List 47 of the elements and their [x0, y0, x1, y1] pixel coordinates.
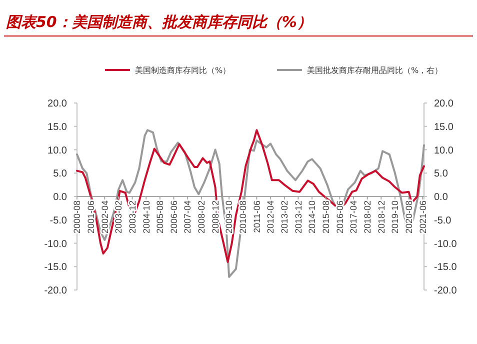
x-tick-label: 2002-04 [100, 200, 110, 234]
x-tick-label: 2006-06 [168, 200, 179, 234]
x-tick-label: 2021-06 [418, 200, 428, 234]
x-tick-label: 2007-04 [182, 200, 193, 234]
x-tick-label: 2008-02 [196, 200, 207, 234]
legend-label: 美国批发商库存耐用品同比（%，右） [307, 66, 443, 75]
x-tick-label: 2016-06 [334, 200, 345, 234]
x-tick-label: 2019-10 [390, 200, 400, 234]
y-tick-label: -5.0 [50, 215, 68, 226]
x-tick-label: 2009-10 [224, 200, 234, 234]
x-tick-label: 2001-06 [86, 200, 96, 234]
x-tick-label: 2003-02 [114, 200, 124, 234]
x-tick-label: 2018-12 [376, 200, 386, 234]
x-tick-label: 2005-08 [155, 200, 166, 234]
x-tick-label: 2008-12 [210, 200, 220, 234]
x-tick-label: 2011-06 [252, 200, 262, 233]
x-tick-label: 2010-08 [238, 200, 248, 234]
y-tick-label: -10.0 [44, 238, 68, 250]
y-tick-label: -20.0 [44, 286, 68, 296]
x-tick-label: 2003-12 [127, 200, 138, 234]
y-tick-label: 5.0 [53, 168, 68, 180]
y2-tick-label: -20.0 [434, 286, 458, 296]
y2-tick-label: 20.0 [434, 98, 454, 110]
y2-tick-label: 5.0 [434, 168, 448, 180]
x-tick-label: 2012-04 [266, 200, 276, 234]
x-tick-label: 2018-02 [362, 200, 373, 234]
y2-tick-label: -10.0 [434, 238, 458, 250]
y-tick-label: 20.0 [48, 98, 68, 110]
y2-tick-label: 15.0 [434, 122, 454, 133]
y2-tick-label: 10.0 [434, 145, 454, 156]
x-tick-label: 2013-02 [280, 200, 290, 234]
y-tick-label: -15.0 [44, 262, 68, 274]
y2-tick-label: -5.0 [434, 215, 452, 226]
x-tick-label: 2015-08 [320, 200, 331, 234]
x-tick-label: 2013-12 [293, 200, 304, 234]
x-tick-label: 2017-04 [348, 200, 359, 234]
chart-title: 图表50：美国制造商、批发商库存同比（%） [6, 13, 312, 31]
x-tick-label: 2014-10 [307, 200, 318, 234]
legend-label: 美国制造商库存同比（%） [135, 66, 231, 75]
y2-tick-label: -15.0 [434, 262, 458, 274]
x-tick-label: 2004-10 [141, 200, 152, 234]
x-tick-label: 2020-08 [404, 200, 414, 234]
x-tick-label: 2000-08 [72, 200, 82, 234]
y2-tick-label: 0.0 [434, 192, 448, 203]
y-tick-label: 10.0 [48, 145, 68, 156]
y-tick-label: 0.0 [53, 192, 68, 203]
y-tick-label: 15.0 [48, 122, 68, 133]
